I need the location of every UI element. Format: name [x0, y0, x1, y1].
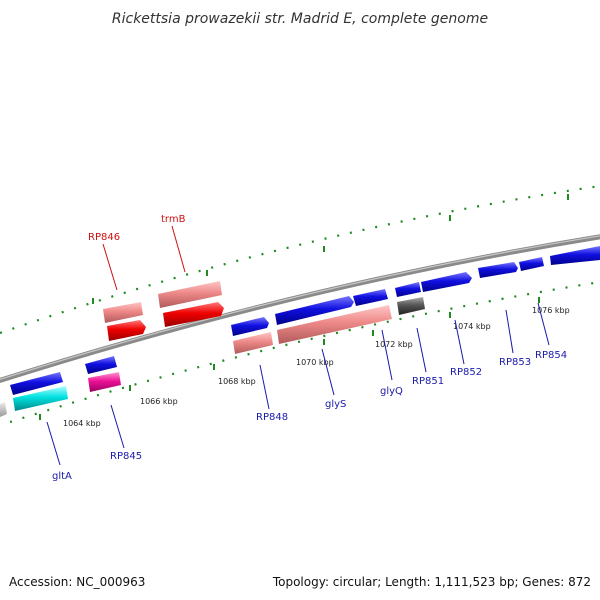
- leader-glys: [321, 348, 335, 396]
- genome-stats-text: Topology: circular; Length: 1,111,523 bp…: [272, 575, 591, 589]
- kbp-label-1076: 1076 kbp: [532, 306, 570, 315]
- kbp-label-1074: 1074 kbp: [453, 322, 491, 331]
- gene-label-glta[interactable]: gltA: [52, 471, 72, 482]
- gene-feature-glys-pink[interactable]: [277, 305, 392, 344]
- gene-feature-rp846-pink[interactable]: [103, 302, 143, 323]
- gene-feature-blue-1[interactable]: [231, 317, 269, 336]
- gene-feature-rp848-pink[interactable]: [233, 332, 273, 354]
- gene-label-rp846[interactable]: RP846: [88, 232, 120, 243]
- gene-feature-rp854-blue-1[interactable]: [519, 257, 544, 271]
- tick-track-inner: [9, 280, 600, 424]
- major-ticks: [39, 194, 569, 420]
- leader-rp854: [537, 302, 550, 346]
- kbp-label-1072: 1072 kbp: [375, 340, 413, 349]
- gene-label-rp853[interactable]: RP853: [499, 357, 531, 368]
- gene-feature-glta-cyan[interactable]: [13, 386, 68, 411]
- gene-feature-trmb-pink[interactable]: [158, 281, 222, 308]
- gene-feature-blue-2[interactable]: [275, 296, 354, 325]
- leader-trmb: [171, 225, 186, 273]
- gene-feature-edge-gray[interactable]: [0, 402, 7, 417]
- gene-feature-rp846-red[interactable]: [107, 320, 146, 341]
- gene-label-rp854[interactable]: RP854: [535, 350, 567, 361]
- gene-feature-rp853-blue[interactable]: [478, 262, 518, 278]
- gene-feature-rp845-magenta[interactable]: [88, 372, 121, 392]
- tick-track-outer: [0, 184, 600, 335]
- map-title: Rickettsia prowazekii str. Madrid E, com…: [112, 11, 488, 27]
- gene-label-glyq[interactable]: glyQ: [380, 386, 403, 397]
- leader-rp852: [454, 319, 465, 365]
- leader-rp851: [416, 327, 427, 373]
- kbp-label-1068: 1068 kbp: [218, 377, 256, 386]
- kbp-label-1066: 1066 kbp: [140, 397, 178, 406]
- gene-feature-rp845-blue[interactable]: [85, 356, 117, 374]
- gene-label-rp852[interactable]: RP852: [450, 367, 482, 378]
- leader-rp846: [102, 243, 118, 291]
- gene-label-rp848[interactable]: RP848: [256, 412, 288, 423]
- leader-rp848: [259, 364, 270, 410]
- kbp-label-1064: 1064 kbp: [63, 419, 101, 428]
- gene-feature-rp851-blue[interactable]: [395, 282, 421, 297]
- gene-label-glys[interactable]: glyS: [325, 399, 346, 410]
- kbp-label-1070: 1070 kbp: [296, 358, 334, 367]
- gene-label-rp851[interactable]: RP851: [412, 376, 444, 387]
- accession-text: Accession: NC_000963: [9, 575, 145, 589]
- gene-feature-rp852-blue[interactable]: [421, 272, 472, 292]
- gene-feature-rp854-blue-2[interactable]: [550, 246, 600, 265]
- gene-label-trmb[interactable]: trmB: [161, 214, 186, 225]
- gene-feature-glyq-gray[interactable]: [397, 297, 425, 315]
- gene-label-rp845[interactable]: RP845: [110, 451, 142, 462]
- leader-rp853: [505, 309, 514, 354]
- gene-feature-trmb-red[interactable]: [163, 302, 224, 327]
- gene-feature-blue-3[interactable]: [353, 289, 388, 306]
- genome-backbone: [0, 234, 600, 384]
- leader-rp845: [110, 404, 125, 449]
- gene-feature-blue-left[interactable]: [10, 372, 63, 395]
- leader-glyq: [381, 329, 393, 381]
- leader-glta: [46, 421, 61, 466]
